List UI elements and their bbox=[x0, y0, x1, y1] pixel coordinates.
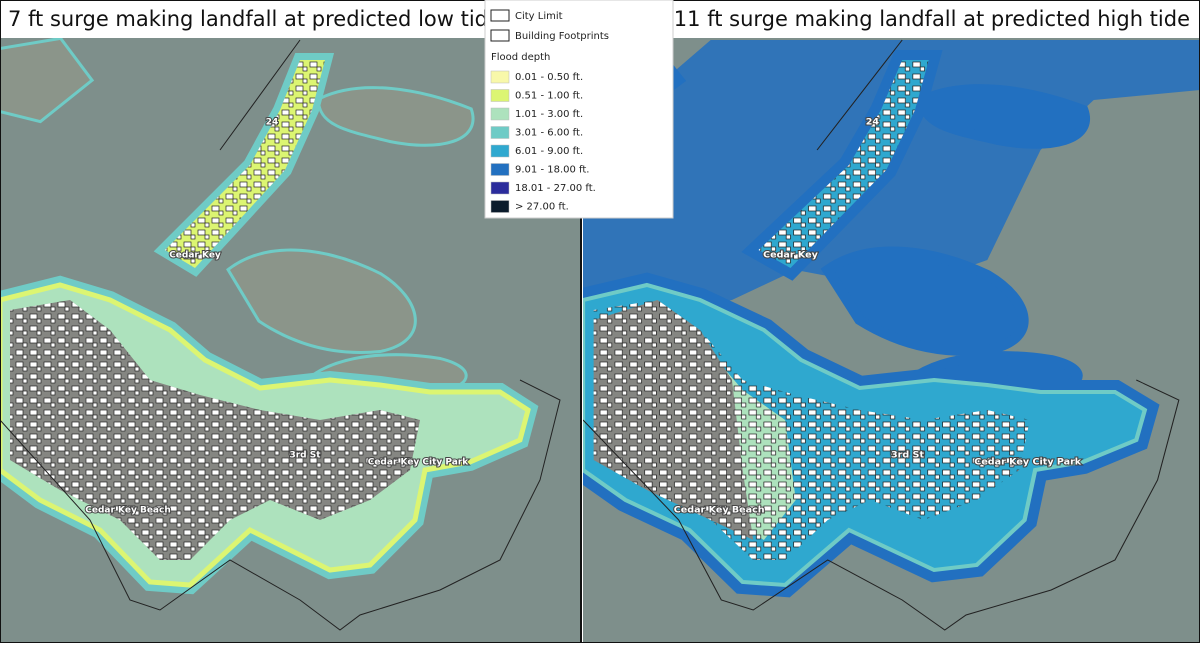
map-label: Cedar Key bbox=[763, 250, 818, 261]
legend-label: 9.01 - 18.00 ft. bbox=[515, 165, 589, 176]
legend-swatch bbox=[491, 164, 509, 176]
legend-label: > 27.00 ft. bbox=[515, 202, 569, 213]
map-label: 3rd St bbox=[891, 450, 925, 461]
legend-label: 0.51 - 1.00 ft. bbox=[515, 91, 583, 102]
legend-swatch bbox=[491, 127, 509, 139]
legend-label: Building Footprints bbox=[515, 31, 609, 42]
map-label: Cedar Key City Park bbox=[974, 457, 1082, 468]
legend-swatch bbox=[491, 145, 509, 157]
panel-title: 7 ft surge making landfall at predicted … bbox=[8, 7, 501, 31]
legend-swatch bbox=[491, 182, 509, 194]
legend-label: 6.01 - 9.00 ft. bbox=[515, 146, 583, 157]
legend-label: City Limit bbox=[515, 11, 563, 22]
legend-label: 3.01 - 6.00 ft. bbox=[515, 128, 583, 139]
legend-swatch bbox=[491, 108, 509, 120]
legend-swatch bbox=[491, 201, 509, 213]
legend-swatch bbox=[491, 30, 509, 41]
map-label: Cedar Key City Park bbox=[368, 458, 470, 468]
legend-swatch bbox=[491, 71, 509, 83]
panel-title: 11 ft surge making landfall at predicted… bbox=[674, 7, 1190, 31]
map-label: Cedar Key bbox=[169, 251, 221, 261]
map-label: 24 bbox=[266, 118, 279, 128]
map-label: Cedar Key Beach bbox=[85, 506, 171, 516]
legend-swatch bbox=[491, 90, 509, 102]
legend-label: 0.01 - 0.50 ft. bbox=[515, 72, 583, 83]
legend-label: 18.01 - 27.00 ft. bbox=[515, 183, 596, 194]
map-label: Cedar Key Beach bbox=[674, 505, 765, 516]
legend: City Limit Building Footprints Flood dep… bbox=[485, 0, 673, 218]
map-label: 3rd St bbox=[289, 451, 321, 461]
legend-heading: Flood depth bbox=[491, 52, 550, 63]
map-panel-right: Cedar Key Cedar Key City Park Cedar Key Be… bbox=[582, 1, 1200, 644]
legend-label: 1.01 - 3.00 ft. bbox=[515, 109, 583, 120]
map-label: 24 bbox=[866, 117, 880, 128]
